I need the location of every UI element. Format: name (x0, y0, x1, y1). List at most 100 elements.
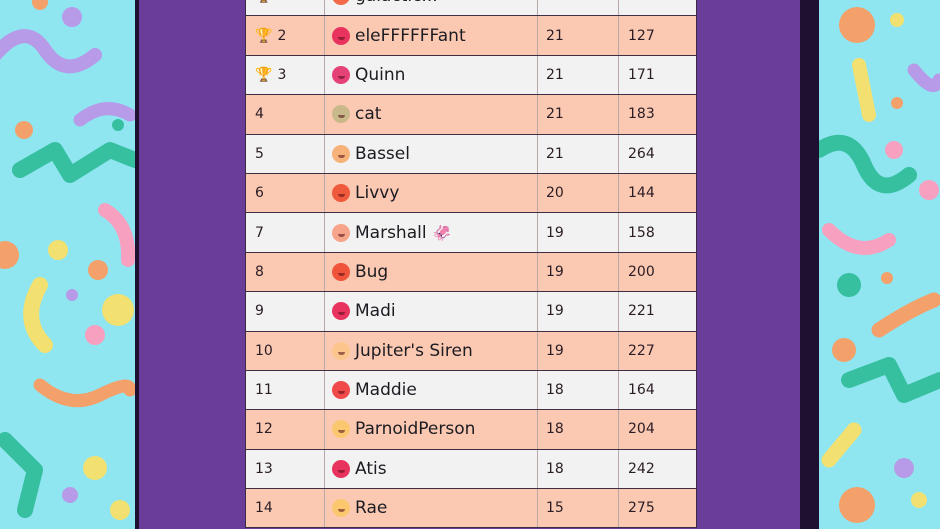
score-b-cell: 264 (628, 145, 655, 162)
score-b-cell: 127 (628, 27, 655, 44)
column-divider (324, 0, 325, 16)
score-b-cell: 183 (628, 106, 655, 123)
column-divider (618, 370, 619, 410)
leaderboard-row: 10 Jupiter's Siren 19 227 (246, 331, 696, 371)
column-divider (618, 410, 619, 449)
rank-number: 11 (255, 382, 273, 399)
avatar-icon (332, 381, 350, 400)
avatar-icon (332, 302, 350, 321)
player-cell: Rae (332, 489, 537, 527)
leaderboard-row: 11 Maddie 18 164 (246, 370, 696, 411)
leaderboard-row: 13 Atis 18 242 (246, 449, 696, 490)
player-name: Bassel (355, 143, 410, 164)
score-a-cell: 18 (546, 460, 564, 477)
leaderboard-row: 🏆 3 Quinn 21 171 (246, 55, 696, 96)
score-b-cell: 242 (628, 460, 655, 477)
leaderboard-table: 🏆 1 galactic... 22 209 🏆 2 eleFFFFFFant … (245, 0, 697, 529)
column-divider (324, 173, 325, 213)
rank-cell: 6 (255, 174, 325, 212)
rank-cell: 14 (255, 489, 325, 527)
leaderboard-row: 🏆 1 galactic... 22 209 (246, 0, 696, 17)
column-divider (324, 449, 325, 489)
column-divider (618, 95, 619, 134)
leaderboard-row: 9 Madi 19 221 (246, 292, 696, 332)
avatar-icon (332, 420, 350, 439)
player-cell: cat (332, 95, 537, 133)
rank-cell: 13 (255, 450, 325, 488)
score-b-cell: 158 (628, 224, 655, 241)
avatar-icon (332, 341, 350, 360)
player-cell: Atis (332, 450, 537, 488)
leaderboard-row: 🏆 2 eleFFFFFFant 21 127 (246, 16, 696, 56)
avatar-icon (332, 184, 350, 203)
rank-number: 10 (255, 342, 273, 359)
column-divider (618, 173, 619, 213)
player-name: Atis (355, 458, 387, 479)
avatar-icon (332, 26, 350, 45)
player-name: eleFFFFFFant (355, 25, 466, 46)
score-b-cell: 275 (628, 500, 655, 517)
column-divider (324, 213, 325, 252)
player-name: Livvy (355, 183, 400, 204)
column-divider (324, 331, 325, 370)
score-a-cell: 21 (546, 106, 564, 123)
player-cell: Bassel (332, 135, 537, 173)
rank-cell: 10 (255, 332, 325, 370)
leaderboard-row: 7 Marshall 🦑 19 158 (246, 213, 696, 253)
column-divider (324, 370, 325, 410)
leaderboard-row: 5 Bassel 21 264 (246, 134, 696, 174)
score-b-cell: 171 (628, 66, 655, 83)
column-divider (537, 370, 538, 410)
rank-cell: 12 (255, 410, 325, 448)
confetti-pattern-left (0, 0, 137, 520)
score-a-cell: 15 (546, 500, 564, 517)
avatar-icon (332, 499, 350, 518)
column-divider (537, 213, 538, 252)
column-divider (324, 95, 325, 134)
avatar-icon (332, 459, 350, 478)
score-a-cell: 18 (546, 382, 564, 399)
column-divider (618, 134, 619, 173)
score-a-cell: 21 (546, 66, 564, 83)
rank-number: 3 (277, 66, 287, 83)
column-divider (537, 173, 538, 213)
rank-number: 8 (255, 263, 264, 280)
column-divider (537, 252, 538, 292)
player-name: Jupiter's Siren (355, 340, 473, 361)
score-a-cell: 20 (546, 185, 564, 202)
left-confetti-panel (0, 0, 137, 529)
column-divider (324, 489, 325, 528)
score-a-cell: 22 (546, 0, 626, 15)
rank-cell: 🏆 3 (255, 56, 325, 94)
column-divider (324, 55, 325, 95)
column-divider (537, 292, 538, 331)
avatar-icon (332, 65, 350, 84)
squid-icon: 🦑 (432, 223, 452, 242)
player-cell: Maddie (332, 371, 537, 409)
player-cell: Quinn (332, 56, 537, 94)
leaderboard-row: 12 ParnoidPerson 18 204 (246, 410, 696, 450)
player-cell: Madi (332, 292, 537, 330)
rank-number: 13 (255, 460, 273, 477)
rank-number: 2 (277, 27, 287, 44)
rank-number: 12 (255, 421, 273, 438)
score-a-cell: 19 (546, 303, 564, 320)
player-cell: Livvy (332, 174, 537, 212)
player-name: cat (355, 104, 382, 125)
column-divider (537, 55, 538, 95)
player-name: Bug (355, 261, 389, 282)
left-frame-edge (135, 0, 139, 529)
column-divider (537, 16, 538, 55)
column-divider (537, 410, 538, 449)
leaderboard-row: 4 cat 21 183 (246, 95, 696, 135)
leaderboard-row: 6 Livvy 20 144 (246, 173, 696, 214)
player-cell: Jupiter's Siren (332, 332, 537, 370)
player-cell: eleFFFFFFant (332, 16, 537, 54)
player-name: Rae (355, 498, 388, 519)
score-a-cell: 19 (546, 342, 564, 359)
column-divider (537, 449, 538, 489)
avatar-icon (332, 105, 350, 124)
score-a-cell: 18 (546, 421, 564, 438)
rank-cell: 9 (255, 292, 325, 330)
column-divider (537, 489, 538, 528)
